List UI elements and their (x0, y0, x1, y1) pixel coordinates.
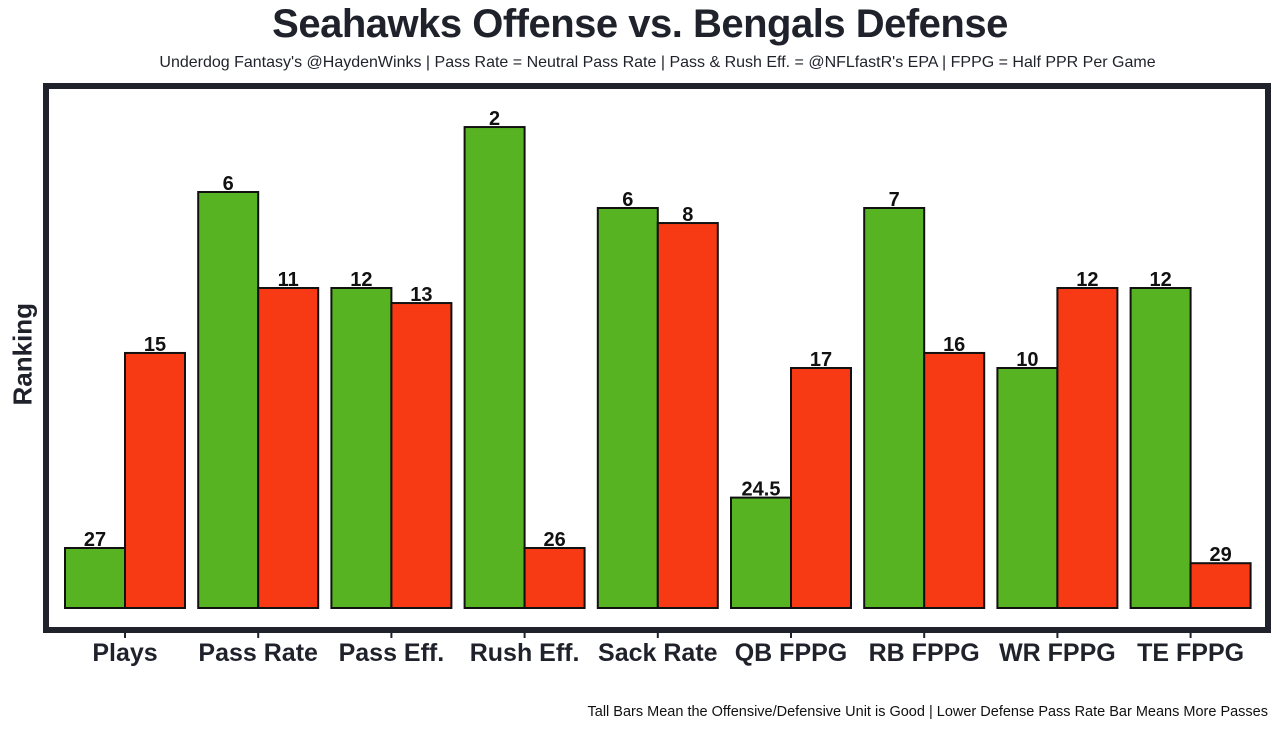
chart-subtitle: Underdog Fantasy's @HaydenWinks | Pass R… (159, 54, 1156, 71)
defense-bar-qb-fppg (790, 367, 852, 609)
data-label: 7 (889, 189, 900, 211)
defense-bar-pass-rate (257, 287, 320, 609)
defense-bar-plays (124, 351, 186, 609)
data-label: 2 (489, 108, 500, 130)
offense-bar-pass-rate (197, 191, 260, 609)
data-label: 17 (810, 349, 832, 371)
defense-bar-te-fppg (1189, 562, 1252, 610)
data-label: 16 (943, 334, 965, 356)
chart-title: Seahawks Offense vs. Bengals Defense (272, 2, 1008, 46)
data-label: 24.5 (742, 479, 781, 501)
offense-bar-rush-eff (463, 126, 526, 609)
x-tick-label: QB FPPG (735, 639, 848, 667)
offense-bar-pass-eff (330, 287, 393, 609)
data-label: 15 (144, 334, 166, 356)
defense-bar-rb-fppg (923, 351, 986, 609)
x-tick-label: WR FPPG (999, 639, 1116, 667)
offense-bar-te-fppg (1129, 287, 1192, 609)
data-label: 6 (622, 189, 633, 211)
defense-bar-sack-rate (656, 222, 719, 609)
data-label: 26 (543, 529, 565, 551)
x-tick-label: Pass Eff. (339, 639, 445, 667)
data-label: 10 (1016, 349, 1038, 371)
offense-bar-qb-fppg (730, 496, 792, 610)
x-tick-label: Pass Rate (198, 639, 318, 667)
defense-bar-rush-eff (523, 547, 586, 609)
data-label: 11 (278, 269, 299, 291)
x-tick-label: Sack Rate (598, 639, 718, 667)
data-label: 29 (1209, 544, 1231, 566)
plot-panel-border (43, 83, 1271, 633)
defense-bar-wr-fppg (1056, 287, 1119, 609)
chart-caption: Tall Bars Mean the Offensive/Defensive U… (587, 704, 1268, 720)
x-tick-label: Plays (92, 639, 157, 667)
x-tick-label: RB FPPG (869, 639, 980, 667)
x-tick-label: Rush Eff. (470, 639, 580, 667)
data-label: 13 (410, 284, 432, 306)
offense-bar-sack-rate (596, 207, 659, 609)
data-label: 8 (682, 204, 693, 226)
data-label: 12 (1076, 269, 1098, 291)
data-label: 12 (350, 269, 372, 291)
data-label: 6 (223, 173, 234, 195)
data-label: 12 (1149, 269, 1171, 291)
data-label: 27 (84, 529, 106, 551)
offense-bar-rb-fppg (863, 207, 926, 609)
defense-bar-pass-eff (390, 302, 453, 609)
x-tick-label: TE FPPG (1137, 639, 1244, 667)
offense-bar-plays (64, 547, 126, 609)
offense-bar-wr-fppg (996, 367, 1059, 609)
